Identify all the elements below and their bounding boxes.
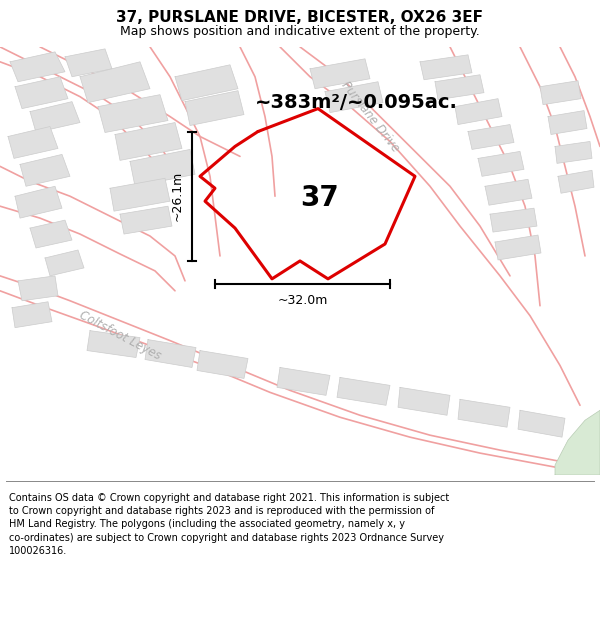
- Polygon shape: [110, 178, 170, 211]
- Text: ~26.1m: ~26.1m: [171, 171, 184, 221]
- Polygon shape: [548, 111, 587, 134]
- Polygon shape: [87, 331, 140, 357]
- Polygon shape: [540, 81, 581, 104]
- Polygon shape: [65, 49, 112, 77]
- Polygon shape: [485, 179, 532, 205]
- Polygon shape: [337, 378, 390, 405]
- Polygon shape: [420, 55, 472, 80]
- Polygon shape: [18, 276, 58, 301]
- Polygon shape: [325, 82, 383, 112]
- Text: ~383m²/~0.095ac.: ~383m²/~0.095ac.: [255, 92, 458, 112]
- Polygon shape: [185, 91, 244, 126]
- Polygon shape: [30, 220, 72, 248]
- Polygon shape: [130, 149, 195, 186]
- Polygon shape: [555, 141, 592, 163]
- Polygon shape: [468, 124, 514, 149]
- Polygon shape: [120, 206, 172, 234]
- Polygon shape: [15, 186, 62, 218]
- Text: Contains OS data © Crown copyright and database right 2021. This information is : Contains OS data © Crown copyright and d…: [9, 493, 449, 556]
- Text: ~32.0m: ~32.0m: [277, 294, 328, 307]
- Polygon shape: [98, 94, 168, 132]
- Polygon shape: [558, 171, 594, 193]
- Polygon shape: [145, 339, 196, 367]
- Polygon shape: [8, 126, 58, 158]
- Polygon shape: [175, 65, 238, 101]
- Text: 37, PURSLANE DRIVE, BICESTER, OX26 3EF: 37, PURSLANE DRIVE, BICESTER, OX26 3EF: [116, 10, 484, 25]
- Polygon shape: [80, 62, 150, 102]
- Polygon shape: [478, 151, 524, 176]
- Polygon shape: [10, 52, 65, 82]
- Text: Purslane Drive: Purslane Drive: [338, 79, 401, 154]
- Polygon shape: [490, 208, 537, 232]
- Polygon shape: [495, 235, 541, 260]
- Polygon shape: [20, 154, 70, 186]
- Polygon shape: [12, 302, 52, 328]
- Polygon shape: [458, 399, 510, 428]
- Polygon shape: [30, 102, 80, 132]
- Polygon shape: [555, 410, 600, 475]
- Polygon shape: [45, 250, 84, 276]
- Polygon shape: [15, 77, 68, 109]
- Text: Coltsfoot Leyes: Coltsfoot Leyes: [77, 309, 163, 362]
- Polygon shape: [310, 59, 370, 89]
- Polygon shape: [115, 122, 182, 161]
- Polygon shape: [277, 368, 330, 396]
- Polygon shape: [197, 351, 248, 378]
- Polygon shape: [518, 410, 565, 437]
- Polygon shape: [398, 388, 450, 415]
- Polygon shape: [455, 99, 502, 124]
- Text: Map shows position and indicative extent of the property.: Map shows position and indicative extent…: [120, 26, 480, 39]
- Text: 37: 37: [301, 184, 340, 213]
- Polygon shape: [435, 75, 484, 99]
